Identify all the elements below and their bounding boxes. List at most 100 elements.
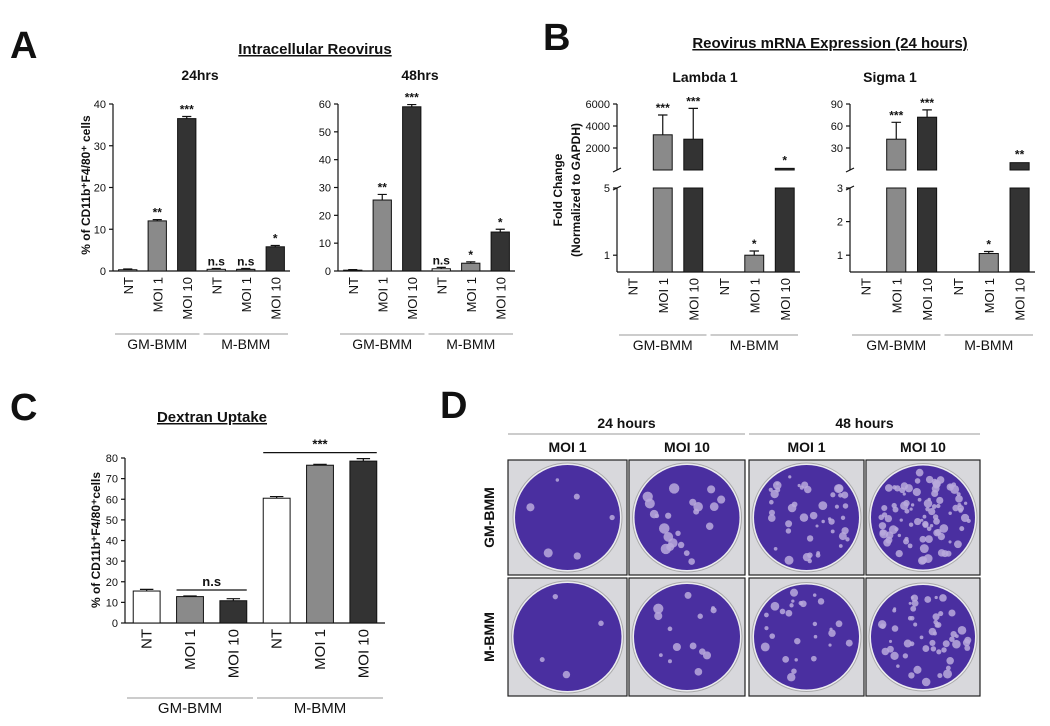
- group-label: M-BMM: [964, 337, 1013, 353]
- column-label: MOI 10: [664, 439, 710, 455]
- plaque: [784, 555, 794, 565]
- x-tick-label: MOI 1: [312, 629, 329, 670]
- plaque: [913, 665, 922, 674]
- x-tick-label: NT: [951, 278, 966, 295]
- plaque: [806, 535, 814, 542]
- y-tick-label: 3: [837, 183, 843, 195]
- bar: [490, 231, 510, 272]
- significance-label: **: [153, 206, 163, 220]
- x-tick-label: NT: [434, 277, 449, 294]
- plaque: [897, 533, 902, 538]
- plaque: [705, 522, 714, 530]
- axis-break: [612, 167, 622, 173]
- plaque: [908, 601, 912, 605]
- y-tick-label: 40: [106, 536, 118, 548]
- bar: [262, 497, 291, 624]
- group-label: GM-BMM: [158, 700, 222, 717]
- plaque: [841, 491, 849, 499]
- plaque: [834, 484, 844, 494]
- plaque: [941, 550, 949, 558]
- plaque: [888, 639, 893, 643]
- plaque: [668, 483, 680, 494]
- plaque: [807, 552, 813, 558]
- bar: [402, 106, 422, 272]
- y-axis-label: % of CD11b⁺F4/80⁺cells: [89, 472, 103, 608]
- plaque: [928, 508, 936, 516]
- error-bar: [183, 595, 197, 597]
- x-tick-label: NT: [346, 277, 361, 294]
- plaque: [555, 478, 560, 482]
- x-tick-label: MOI 1: [375, 277, 390, 312]
- plaque: [892, 608, 897, 613]
- x-tick-label: MOI 10: [225, 629, 242, 678]
- y-tick-label: 90: [831, 99, 843, 111]
- significance-label: ***: [656, 101, 670, 115]
- y-tick-label: 10: [319, 238, 331, 250]
- plaque: [768, 509, 775, 516]
- group-label: GM-BMM: [127, 336, 187, 352]
- x-tick-label: MOI 10: [180, 277, 195, 320]
- plaque: [919, 535, 927, 543]
- x-tick-label: MOI 10: [355, 629, 372, 678]
- panel-title: Intracellular Reovirus: [238, 41, 391, 58]
- plaque: [946, 657, 954, 665]
- plaque: [931, 504, 937, 510]
- panel-letter: A: [10, 25, 37, 67]
- plaque: [939, 594, 947, 602]
- plaque: [913, 622, 918, 627]
- y-tick-label: 0: [325, 266, 331, 278]
- time-label: 24 hours: [597, 415, 656, 431]
- bar: [349, 460, 378, 624]
- y-tick-label: 20: [106, 577, 118, 589]
- error-bar: [495, 228, 505, 233]
- plaque: [938, 610, 944, 617]
- bar: [343, 269, 363, 272]
- plaque: [891, 502, 897, 509]
- plaque: [818, 501, 828, 511]
- plaque: [767, 514, 776, 522]
- plaque: [927, 497, 931, 502]
- plaque: [810, 655, 817, 662]
- x-tick-label: MOI 1: [982, 278, 997, 313]
- plaque: [658, 653, 663, 657]
- plaque: [562, 670, 571, 679]
- error-bar: [658, 114, 668, 135]
- plaque: [654, 611, 663, 621]
- plaque: [659, 523, 670, 534]
- plaque: [539, 657, 545, 663]
- x-tick-label: MOI 10: [405, 277, 420, 320]
- bar: [265, 246, 285, 272]
- plaque: [943, 669, 953, 679]
- plaque: [948, 511, 952, 515]
- plaque: [812, 593, 817, 597]
- plaque: [954, 540, 962, 549]
- plaque: [909, 641, 915, 647]
- plaque: [966, 518, 971, 523]
- plaque: [815, 524, 819, 528]
- plaque: [956, 492, 961, 497]
- plaque: [773, 546, 778, 551]
- y-tick-label: 6000: [586, 99, 610, 111]
- plaque: [917, 497, 922, 502]
- y-tick-label: 50: [106, 515, 118, 527]
- plaque: [782, 655, 790, 663]
- x-tick-label: MOI 1: [656, 278, 671, 313]
- plaque: [878, 522, 887, 530]
- significance-label: *: [468, 248, 473, 262]
- error-bar: [749, 250, 759, 256]
- plaque: [785, 609, 793, 617]
- y-tick-label: 70: [106, 474, 118, 486]
- plaque: [904, 536, 909, 542]
- plaque: [922, 645, 930, 652]
- plaque: [834, 504, 839, 509]
- y-tick-label: 50: [319, 127, 331, 139]
- plaque: [717, 495, 726, 504]
- y-tick-label: 10: [106, 597, 118, 609]
- significance-label: *: [498, 215, 503, 229]
- y-tick-label: 60: [831, 121, 843, 133]
- plaque: [828, 629, 836, 637]
- plaque: [895, 549, 903, 558]
- plaque: [653, 603, 664, 614]
- plaque: [668, 538, 678, 548]
- plaque: [693, 501, 703, 512]
